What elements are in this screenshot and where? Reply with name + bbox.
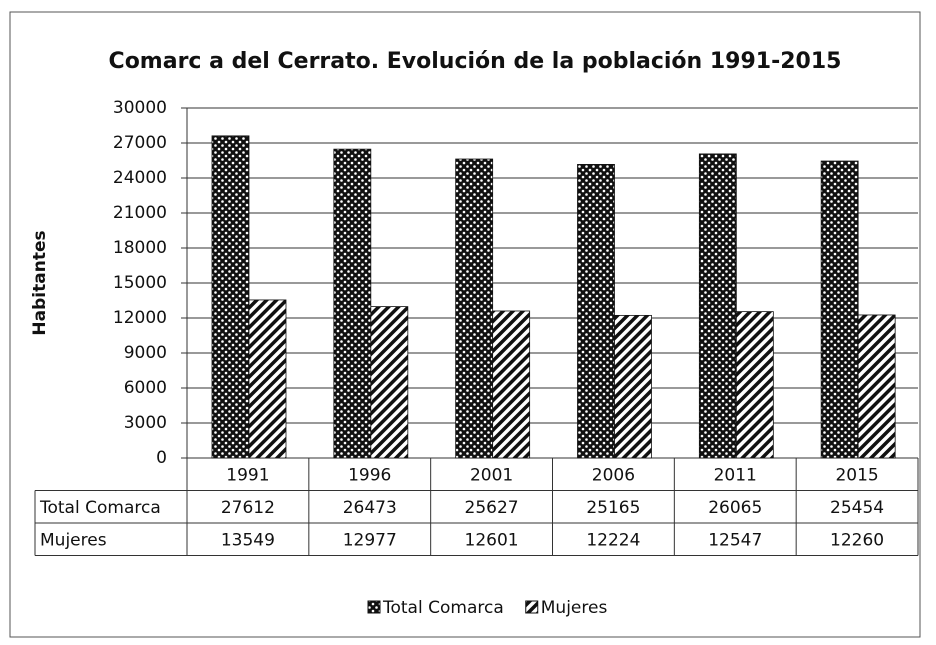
chart-title: Comarc a del Cerrato. Evolución de la po… xyxy=(109,49,842,74)
table-cell: 25165 xyxy=(586,498,640,518)
table-row-label: Total Comarca xyxy=(39,498,161,518)
y-axis-label: Habitantes xyxy=(30,230,50,335)
x-tick-label: 2001 xyxy=(470,465,513,485)
table-cell: 25627 xyxy=(465,498,519,518)
x-tick-label: 1991 xyxy=(226,465,269,485)
table-cell: 27612 xyxy=(221,498,275,518)
bar xyxy=(820,160,859,459)
bar xyxy=(211,135,250,459)
x-tick-label: 2006 xyxy=(592,465,635,485)
table-cell: 25454 xyxy=(830,498,884,518)
x-tick-label: 2015 xyxy=(835,465,878,485)
table-cell: 12224 xyxy=(586,530,640,550)
y-tick-label: 0 xyxy=(156,448,167,468)
legend-swatch xyxy=(525,600,539,614)
bar xyxy=(857,314,896,459)
bar xyxy=(577,164,615,459)
legend-label: Mujeres xyxy=(541,598,608,618)
bar xyxy=(248,299,287,459)
table-cell: 12977 xyxy=(343,530,397,550)
bar xyxy=(614,314,652,459)
bar xyxy=(455,158,494,459)
legend-label: Total Comarca xyxy=(382,598,504,618)
y-tick-label: 3000 xyxy=(124,413,167,433)
y-tick-label: 18000 xyxy=(113,238,167,258)
legend-swatch xyxy=(367,600,381,614)
bar xyxy=(333,148,372,459)
bar xyxy=(492,310,531,459)
table-cell: 12547 xyxy=(708,530,762,550)
y-tick-label: 12000 xyxy=(113,308,167,328)
bar xyxy=(370,306,409,459)
y-tick-label: 6000 xyxy=(124,378,167,398)
y-tick-label: 30000 xyxy=(113,98,167,118)
x-tick-label: 1996 xyxy=(348,465,391,485)
table-cell: 12260 xyxy=(830,530,884,550)
table-cell: 26473 xyxy=(343,498,397,518)
table-row-label: Mujeres xyxy=(40,530,107,550)
x-tick-label: 2011 xyxy=(714,465,757,485)
bar xyxy=(735,311,774,459)
table-cell: 26065 xyxy=(708,498,762,518)
y-tick-label: 24000 xyxy=(113,168,167,188)
table-cell: 13549 xyxy=(221,530,275,550)
y-tick-label: 27000 xyxy=(113,133,167,153)
y-tick-label: 21000 xyxy=(113,203,167,223)
y-tick-label: 15000 xyxy=(113,273,167,293)
bar xyxy=(698,153,737,459)
table-cell: 12601 xyxy=(465,530,519,550)
y-tick-label: 9000 xyxy=(124,343,167,363)
